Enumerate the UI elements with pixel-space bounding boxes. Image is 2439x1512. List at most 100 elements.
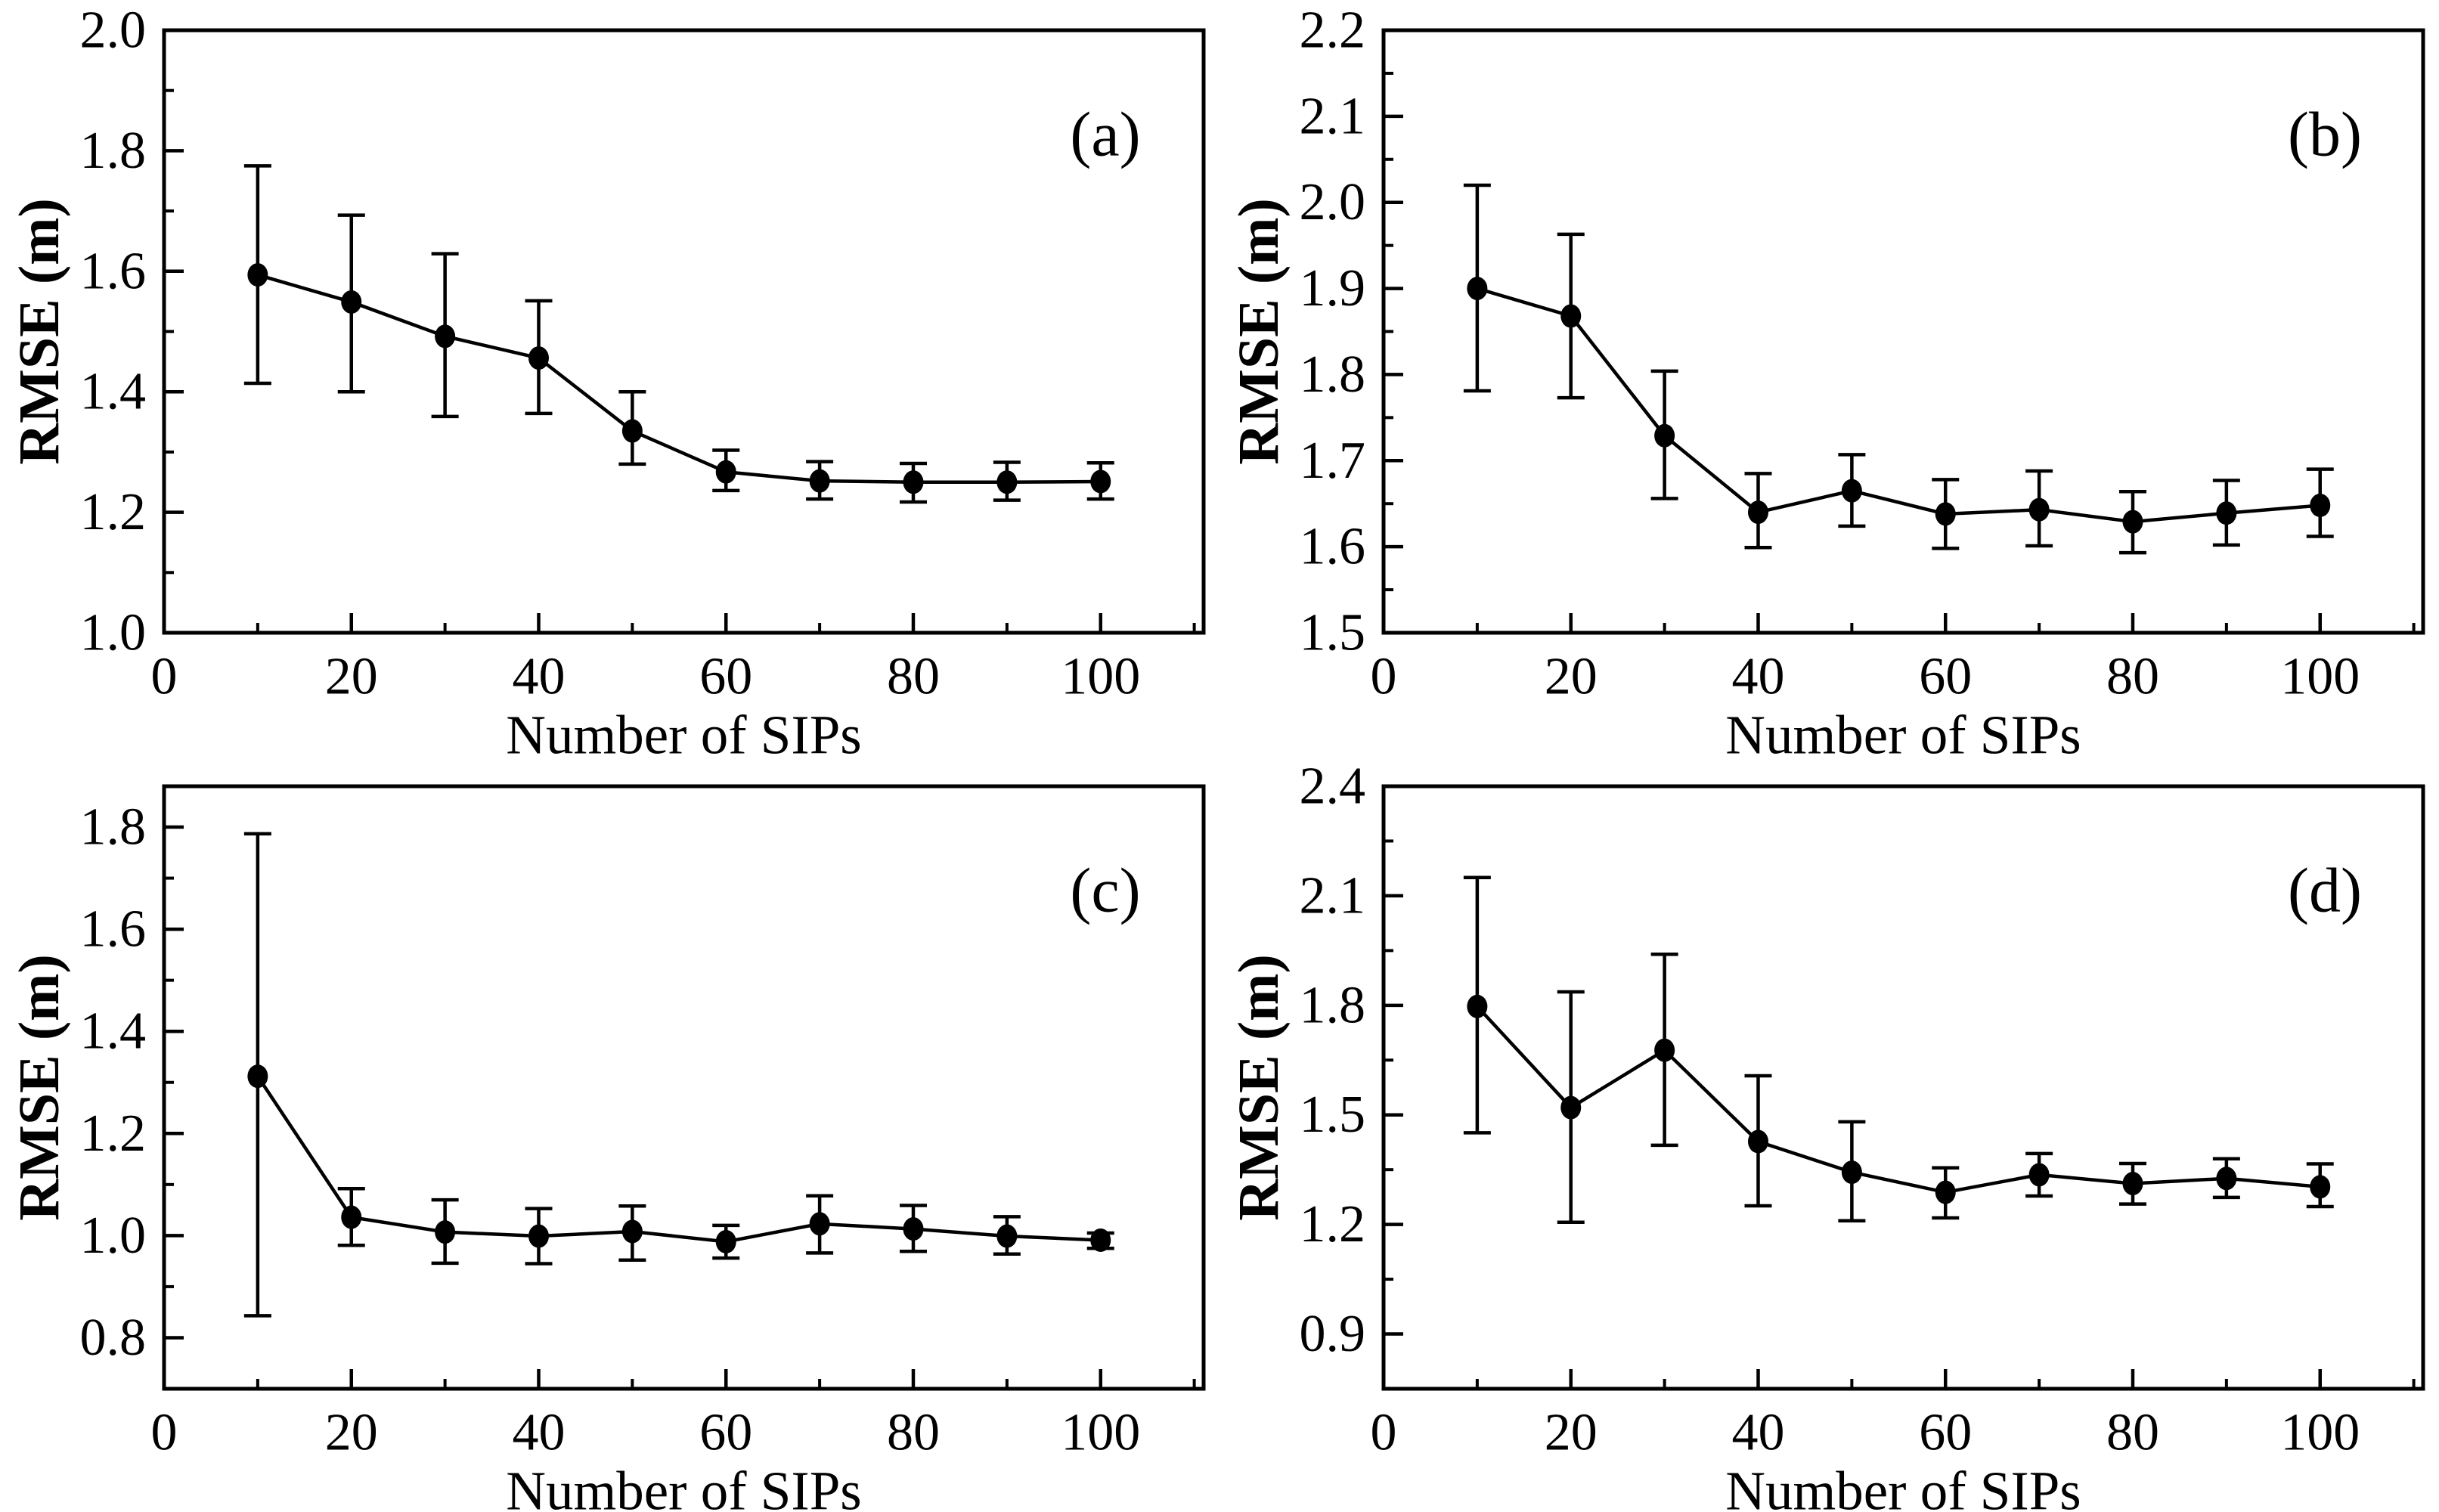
chart-panel-a: 0 20 40 60 80 100 1.0 1.2 1.4 1.6 1.8 2.0 (a) Number … — [0, 0, 1220, 756]
data-point-marker — [1560, 1095, 1582, 1120]
y-tick-label: 0.8 — [80, 1309, 147, 1367]
data-point-marker — [621, 419, 643, 443]
x-tick-label: 100 — [2280, 648, 2360, 706]
y-tick-label: 2.1 — [1300, 866, 1366, 925]
y-tick-label: 1.9 — [1300, 259, 1366, 318]
data-point-marker — [2310, 493, 2331, 517]
data-point-marker — [1654, 1038, 1675, 1062]
x-tick-label: 80 — [2106, 648, 2159, 706]
data-point-marker — [341, 1205, 362, 1229]
data-point-marker — [247, 263, 268, 287]
data-line — [256, 1075, 1101, 1244]
data-line — [257, 273, 1101, 484]
x-tick-label: 100 — [1061, 1404, 1140, 1462]
y-tick-label: 1.2 — [80, 483, 147, 541]
y-tick-label: 1.4 — [80, 1002, 147, 1061]
y-tick-label: 1.6 — [80, 900, 147, 959]
x-tick-label: 40 — [1731, 1404, 1784, 1462]
data-point-marker — [1935, 502, 1956, 526]
y-tick-label: 1.0 — [80, 1207, 147, 1265]
y-tick-label: 1.8 — [80, 798, 147, 857]
y-tick-label: 2.0 — [80, 2, 147, 60]
y-axis-title: RMSE (m) — [1227, 954, 1291, 1221]
y-tick-label: 0.9 — [1300, 1305, 1366, 1363]
data-point-marker — [2028, 1163, 2050, 1187]
data-point-marker — [715, 1229, 736, 1253]
data-point-marker — [1841, 1160, 1862, 1185]
x-tick-label: 80 — [887, 648, 940, 706]
x-tick-label: 40 — [1731, 648, 1784, 706]
chart-panel-b: 0 20 40 60 80 100 1.5 1.6 1.7 1.8 1.9 2.0 2.1 2.2 (b) N… — [1220, 0, 2439, 756]
chart-svg-d: 0 20 40 60 80 100 0.9 1.2 1.5 1.8 2.1 2.4 (d) Number … — [1227, 758, 2425, 1512]
data-point-marker — [2028, 497, 2050, 522]
y-tick-label: 1.7 — [1300, 432, 1366, 490]
y-tick-label: 1.2 — [1300, 1195, 1366, 1253]
data-point-marker — [247, 1064, 268, 1089]
x-tick-label: 100 — [2280, 1404, 2360, 1462]
data-point-marker — [1935, 1180, 1956, 1204]
plot-border — [162, 28, 1206, 635]
x-tick-label: 0 — [151, 648, 178, 706]
data-point-marker — [528, 1224, 549, 1248]
y-tick-label: 1.6 — [1300, 518, 1366, 576]
data-point-marker — [1747, 1129, 1768, 1154]
data-point-marker — [1747, 500, 1768, 525]
data-point-marker — [2122, 1172, 2143, 1196]
data-point-marker — [528, 346, 549, 370]
y-axis-title: RMSE (m) — [1227, 198, 1291, 465]
data-point-marker — [2216, 501, 2237, 525]
y-tick-label: 1.2 — [80, 1105, 147, 1163]
chart-panel-d: 0 20 40 60 80 100 0.9 1.2 1.5 1.8 2.1 2.4 (d) Number … — [1220, 756, 2439, 1512]
x-tick-label: 60 — [1919, 648, 1972, 706]
panel-letter: (a) — [1070, 100, 1140, 170]
y-tick-label: 2.2 — [1300, 2, 1366, 60]
x-axis-title: Number of SIPs — [1725, 1461, 2081, 1512]
data-point-marker — [903, 470, 924, 494]
data-point-marker — [1090, 469, 1111, 494]
y-axis-title: RMSE (m) — [8, 954, 71, 1221]
plot-border — [1381, 784, 2425, 1391]
data-line — [1477, 287, 2320, 524]
y-tick-label: 1.8 — [1300, 976, 1366, 1034]
x-tick-label: 60 — [699, 1404, 752, 1462]
x-tick-label: 60 — [1919, 1404, 1972, 1462]
y-tick-label: 1.0 — [80, 604, 147, 662]
x-tick-label: 0 — [1371, 1404, 1397, 1462]
plot-border — [1381, 28, 2425, 635]
y-axis-title: RMSE (m) — [8, 198, 71, 465]
x-tick-label: 40 — [512, 1404, 565, 1462]
y-tick-label: 1.8 — [80, 122, 147, 180]
data-point-marker — [903, 1217, 924, 1241]
chart-panel-c: 0 20 40 60 80 100 0.8 1.0 1.2 1.4 1.6 1.8 (c) Number … — [0, 756, 1220, 1512]
x-tick-label: 20 — [325, 648, 378, 706]
data-point-marker — [621, 1219, 643, 1244]
x-tick-label: 40 — [512, 648, 565, 706]
data-point-marker — [1090, 1228, 1111, 1252]
data-point-marker — [1560, 304, 1582, 328]
chart-svg-a: 0 20 40 60 80 100 1.0 1.2 1.4 1.6 1.8 2.0 (a) Number … — [8, 2, 1206, 757]
data-point-marker — [996, 1224, 1018, 1248]
y-tick-label: 2.1 — [1300, 87, 1366, 145]
data-point-marker — [715, 460, 736, 484]
data-point-marker — [1467, 277, 1488, 301]
panel-letter: (c) — [1070, 856, 1140, 926]
x-tick-label: 0 — [151, 1404, 178, 1462]
data-point-marker — [809, 1212, 830, 1236]
data-point-marker — [1467, 994, 1488, 1018]
y-tick-label: 2.0 — [1300, 173, 1366, 231]
panel-letter: (d) — [2288, 856, 2362, 926]
x-tick-label: 80 — [887, 1404, 940, 1462]
y-tick-label: 1.6 — [80, 242, 147, 300]
x-tick-label: 20 — [325, 1404, 378, 1462]
y-tick-label: 1.8 — [1300, 345, 1366, 404]
data-point-marker — [2216, 1167, 2237, 1191]
chart-svg-b: 0 20 40 60 80 100 1.5 1.6 1.7 1.8 1.9 2.0 2.1 2.2 (b) N… — [1227, 2, 2425, 756]
x-axis-title: Number of SIPs — [506, 705, 861, 757]
data-line — [1476, 1005, 2320, 1194]
data-point-marker — [435, 1220, 456, 1244]
x-tick-label: 100 — [1061, 648, 1140, 706]
chart-svg-c: 0 20 40 60 80 100 0.8 1.0 1.2 1.4 1.6 1.8 (c) Number … — [8, 784, 1206, 1512]
data-point-marker — [435, 324, 456, 349]
x-tick-label: 60 — [699, 648, 752, 706]
x-tick-label: 20 — [1545, 648, 1598, 706]
